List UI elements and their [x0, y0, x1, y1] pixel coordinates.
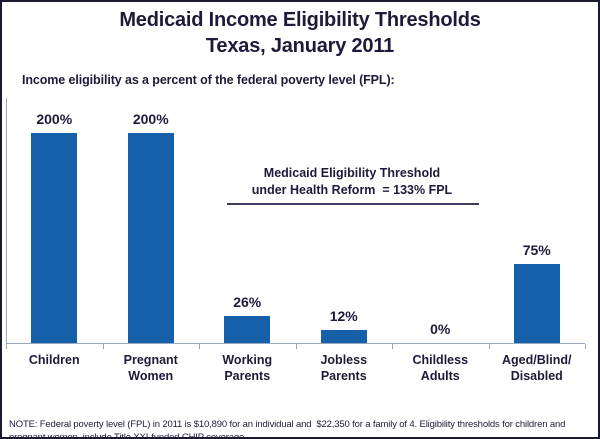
x-axis-tick: [295, 344, 297, 349]
x-axis-tick: [102, 344, 104, 349]
chart-title-line2: Texas, January 2011: [205, 35, 395, 57]
bar-aged-blind-disabled: [513, 264, 560, 343]
x-axis-tick: [392, 344, 393, 349]
bar-pregnant-women: [127, 133, 174, 343]
bar-children: [31, 133, 78, 343]
x-axis-tick: [6, 344, 7, 349]
bar-value-label: 26%: [233, 293, 262, 310]
footnotes: NOTE: Federal poverty level (FPL) in 201…: [9, 392, 595, 439]
note-text: NOTE: Federal poverty level (FPL) in 201…: [9, 419, 568, 439]
x-axis: [6, 343, 585, 344]
category-label: Working Parents: [222, 353, 273, 383]
annotation-underline: [227, 203, 479, 205]
x-axis-tick: [488, 344, 490, 349]
y-axis: [6, 98, 7, 344]
bar-working-parents: [224, 315, 271, 343]
chart-subtitle: Income eligibility as a percent of the f…: [22, 73, 395, 87]
annotation-line1: Medicaid Eligibility Threshold: [263, 166, 441, 180]
bar-value-label: 75%: [522, 242, 551, 259]
bar-jobless-parents: [320, 330, 367, 343]
health-reform-annotation: Medicaid Eligibility Threshold under Hea…: [220, 165, 484, 199]
x-axis-tick: [585, 344, 586, 349]
chart-title-line1: Medicaid Income Eligibility Thresholds: [119, 9, 481, 31]
category-label: Childless Adults: [412, 353, 469, 383]
annotation-line2: under Health Reform = 133% FPL: [251, 183, 453, 197]
bar-value-label: 200%: [132, 111, 169, 127]
x-axis-tick: [199, 344, 200, 349]
bar-value-label: 0%: [430, 321, 451, 337]
bar-value-label: 12%: [329, 308, 358, 325]
chart-title: Medicaid Income Eligibility Thresholds T…: [2, 7, 598, 59]
category-label: Aged/Blind/ Disabled: [502, 353, 572, 383]
category-label: Children: [28, 353, 80, 367]
category-label: Pregnant Women: [123, 353, 178, 383]
bar-value-label: 200%: [36, 111, 73, 127]
category-label: Jobless Parents: [320, 353, 368, 383]
